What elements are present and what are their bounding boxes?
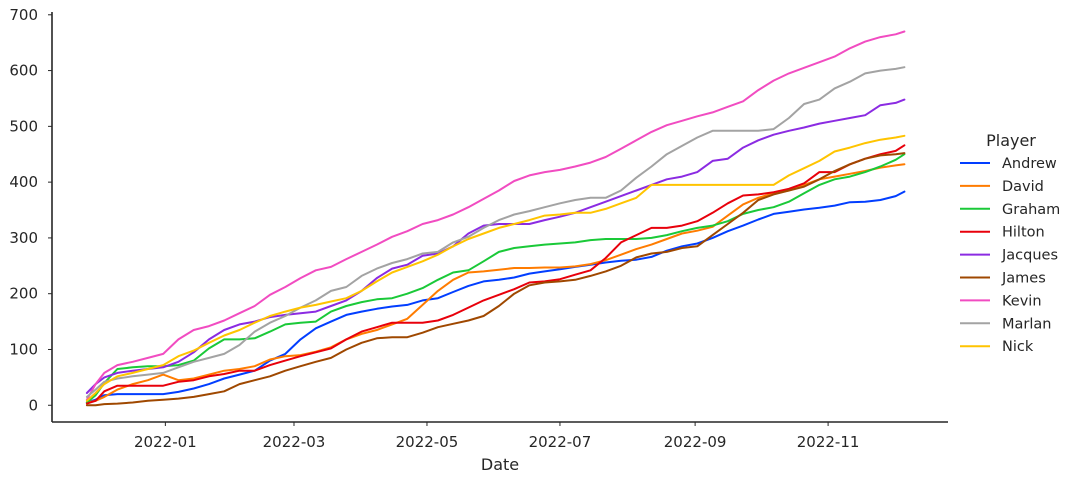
series-line-david <box>85 163 906 404</box>
legend-item-graham: Graham <box>960 202 1060 218</box>
legend-item-marlan: Marlan <box>960 316 1051 332</box>
series-lines <box>85 30 906 407</box>
y-tick-label: 300 <box>9 229 38 247</box>
x-axis-ticks: 2022-01 2022-03 2022-05 2022-07 2022-09 2022-… <box>134 422 859 451</box>
legend-item-kevin: Kevin <box>960 293 1042 309</box>
y-tick-label: 0 <box>28 396 38 414</box>
x-tick-label: 2022-03 <box>263 433 326 451</box>
series-line-marlan <box>85 66 906 398</box>
y-tick-label: 200 <box>9 285 38 303</box>
x-tick-label: 2022-09 <box>664 433 727 451</box>
x-tick-label: 2022-11 <box>797 433 860 451</box>
legend-item-hilton: Hilton <box>960 225 1045 241</box>
legend-label: Marlan <box>1002 316 1051 332</box>
legend-item-james: James <box>960 271 1046 287</box>
y-tick-label: 400 <box>9 173 38 191</box>
series-line-andrew <box>85 190 906 404</box>
legend-item-jacques: Jacques <box>960 248 1058 264</box>
legend-item-andrew: Andrew <box>960 156 1057 172</box>
legend-label: Nick <box>1002 339 1034 355</box>
x-axis-label: Date <box>481 455 519 474</box>
legend: Player Andrew David Graham Hilton Jacques Jam… <box>960 131 1060 355</box>
x-tick-label: 2022-05 <box>396 433 459 451</box>
y-tick-label: 600 <box>9 62 38 80</box>
legend-label: Andrew <box>1002 156 1057 172</box>
y-tick-label: 500 <box>9 117 38 135</box>
legend-label: James <box>1001 271 1046 287</box>
legend-label: Kevin <box>1002 293 1042 309</box>
series-line-hilton <box>85 144 906 405</box>
legend-label: David <box>1002 179 1044 195</box>
series-line-graham <box>85 153 906 404</box>
y-tick-label: 700 <box>9 6 38 24</box>
legend-item-nick: Nick <box>960 339 1034 355</box>
series-line-james <box>85 152 906 407</box>
x-tick-label: 2022-01 <box>134 433 197 451</box>
legend-label: Jacques <box>1001 248 1058 264</box>
legend-title: Player <box>986 131 1036 150</box>
legend-label: Graham <box>1002 202 1060 218</box>
legend-label: Hilton <box>1002 225 1045 241</box>
x-tick-label: 2022-07 <box>529 433 592 451</box>
series-line-nick <box>85 134 906 402</box>
y-tick-label: 100 <box>9 340 38 358</box>
y-axis-ticks: 0 100 200 300 400 500 600 700 <box>9 6 52 414</box>
legend-item-david: David <box>960 179 1044 195</box>
series-line-kevin <box>85 30 906 401</box>
